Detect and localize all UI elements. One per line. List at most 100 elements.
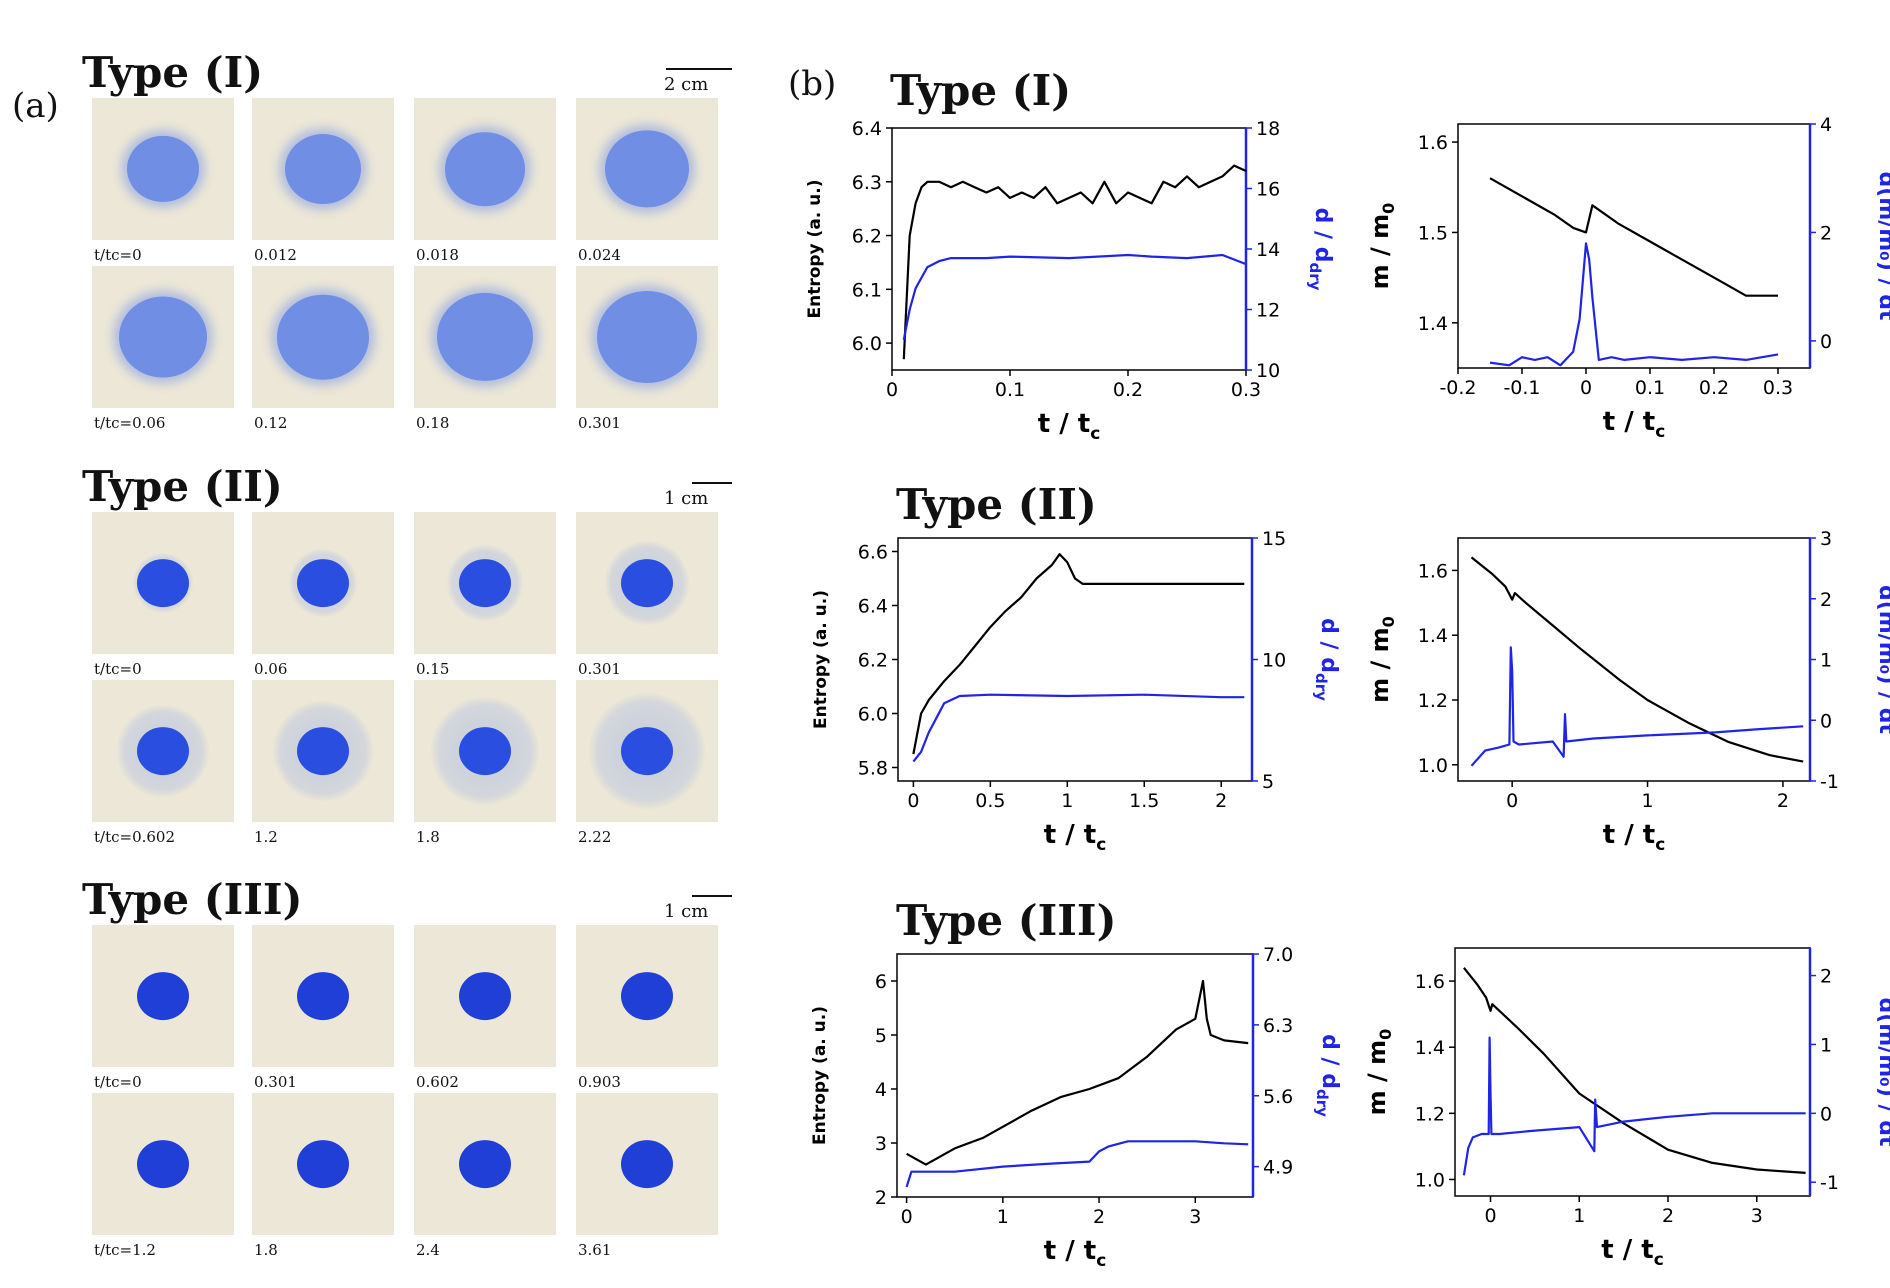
x-tick-label: 1 [1641,790,1653,812]
y2-axis-label-subscript: dry [1313,1089,1331,1117]
scale-bar: 2 cm [664,68,732,95]
drop-photo [414,266,556,408]
x-tick-label: 0 [907,790,919,812]
y2-axis-label: d(m/m₀) / dt [1874,998,1890,1147]
time-caption: 0.301 [254,1073,297,1091]
time-caption: t/tc=0 [94,660,142,678]
drop-photo [576,512,718,654]
y2-axis-label-subscript: dry [1312,673,1330,701]
ink-drop [621,559,673,607]
chart-entropy-2: 0 0.5 1 1.5 2 5.8 6.0 6.2 6.4 6.6 5 10 15 t / tc Entro… [811,528,1341,855]
photo-group-title: Type (II) [82,462,283,511]
drop-photo [92,925,234,1067]
time-caption: 1.8 [254,1241,278,1259]
y-tick-label: 6.3 [852,172,882,194]
y-tick-label: 5.8 [858,758,888,780]
time-caption: 0.18 [416,414,450,432]
series-line-black [912,553,1245,755]
series-line-blue [1489,242,1779,367]
y-tick-label: 6.0 [858,704,888,726]
y2-axis-label: d / ddry [1313,1034,1342,1117]
drop-photo [576,266,718,408]
drop-photo [92,512,234,654]
x-axis-label: t / tc [1044,1236,1107,1271]
y2-tick-label: -1 [1820,1172,1839,1194]
time-caption: 0.602 [416,1073,459,1091]
y-axis-label-subscript: 0 [1376,1029,1395,1040]
ink-drop [621,972,673,1020]
series-line-blue [1470,646,1804,767]
time-caption: 0.06 [254,660,288,678]
y-axis-label: Entropy (a. u.) [811,590,831,729]
drop-photo [252,512,394,654]
series-line-blue [905,1140,1249,1188]
series-line-blue [1462,1036,1806,1176]
drop-photo [92,1093,234,1235]
ink-drop [127,135,199,203]
x-axis-label-subscript: c [1654,1250,1664,1270]
time-caption: t/tc=1.2 [94,1241,156,1259]
plot-frame [897,537,1253,782]
x-axis-label: t / tc [1038,409,1101,444]
y2-tick-label: 5 [1262,771,1274,793]
y-tick-label: 1.0 [1415,1169,1445,1191]
x-tick-label: -0.2 [1439,377,1476,399]
y2-tick-label: 5.6 [1263,1086,1293,1108]
chart-mass-3: 0 1 2 3 1.0 1.2 1.4 1.6 -1 0 1 2 t / tc m / m0 d(m/m₀)… [1363,947,1890,1270]
drop-photo [576,925,718,1067]
series-line-black [1489,177,1778,297]
panel-b-title-type-1: Type (I) [890,66,1072,115]
x-tick-label: 0.1 [1635,377,1665,399]
ink-drop [297,559,349,607]
x-axis-label-subscript: c [1096,835,1106,855]
x-tick-label: 0.2 [1113,379,1143,401]
ink-drop [277,294,369,380]
time-caption: 2.4 [416,1241,440,1259]
ink-drop [459,972,511,1020]
ink-drop [621,1140,673,1188]
y2-tick-label: 10 [1262,650,1286,672]
y-axis-label: m / m0 [1366,616,1398,703]
x-tick-label: 1 [1573,1205,1585,1227]
y-axis-label: m / m0 [1366,203,1398,290]
y2-axis-label: d(m/m₀) / dt [1874,172,1890,321]
ink-drop [137,727,189,775]
x-tick-label: 0 [1580,377,1592,399]
y-tick-label: 1.4 [1418,313,1448,335]
x-tick-label: 1 [997,1206,1009,1228]
y2-tick-label: 6.3 [1263,1015,1293,1037]
y2-tick-label: 7.0 [1263,944,1293,966]
x-tick-label: 2 [1777,790,1789,812]
drop-photo [414,925,556,1067]
chart-mass-1: -0.2 -0.1 0 0.1 0.2 0.3 1.4 1.5 1.6 0 2 4 t / tc m / … [1366,114,1890,442]
y-tick-label: 1.6 [1418,132,1448,154]
time-caption: t/tc=0.602 [94,828,176,846]
x-tick-label: 0.1 [995,379,1025,401]
time-caption: t/tc=0 [94,1073,142,1091]
time-caption: t/tc=0 [94,246,142,264]
y2-axis-label: d(m/m₀) / dt [1874,585,1890,734]
x-tick-label: 1.5 [1129,790,1159,812]
time-caption: 0.024 [578,246,621,264]
ink-drop [459,727,511,775]
photo-group-title: Type (III) [82,875,303,924]
x-axis-label: t / tc [1044,820,1107,855]
time-caption: 0.15 [416,660,450,678]
y2-tick-label: 0 [1820,710,1832,732]
panel-b-label: (b) [788,64,837,104]
y-tick-label: 6.1 [852,279,882,301]
time-caption: 1.8 [416,828,440,846]
y-tick-label: 6.4 [858,596,888,618]
plot-frame [896,953,1254,1198]
panel-a-label: (a) [12,86,59,126]
series-line-black [902,164,1247,360]
y2-axis-label: d / ddry [1306,208,1335,291]
ink-drop [445,132,525,206]
time-caption: 0.301 [578,414,621,432]
y2-tick-label: 12 [1256,300,1280,322]
panel-b-title-type-2: Type (II) [896,480,1097,529]
series-line-blue [912,693,1245,763]
drop-photo [252,925,394,1067]
ink-drop [605,130,689,208]
y-tick-label: 6 [875,971,887,993]
